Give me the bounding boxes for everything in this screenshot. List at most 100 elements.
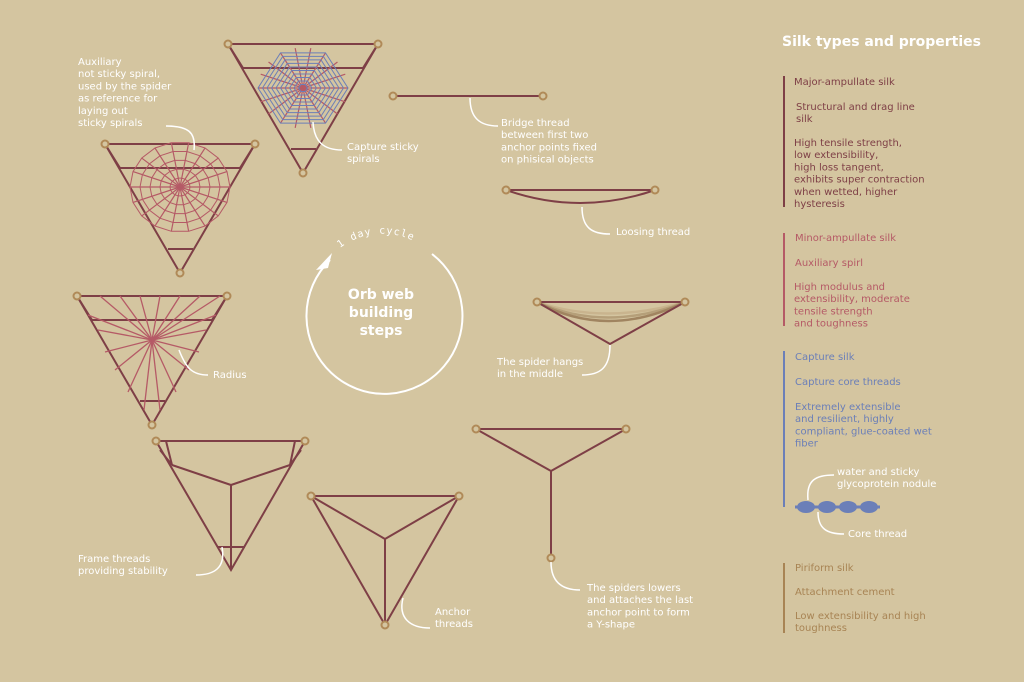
anchor-point [373,39,383,49]
text-line: Core thread [848,529,907,540]
text-line: and toughness [794,319,868,330]
legend-major: Major-ampullate silk Structural and drag… [783,76,925,210]
text-line: between first two [501,130,588,141]
major-props: High tensile strength, low extensibility,… [794,138,925,210]
radius-threads [87,295,221,411]
cycle-arrow-icon [316,253,332,270]
text-line: Attachment cement [795,587,895,598]
label-spider-hangs: The spider hangs in the middle [496,357,583,380]
auxiliary-spiral-threads [129,142,231,232]
text-line: Minor-ampullate silk [795,233,896,244]
text-line: anchor point to form [587,607,690,618]
minor-use: Auxiliary spirl [795,258,863,269]
major-use: Structural and drag line silk [796,102,915,125]
anchor-point [151,436,161,446]
text-line: a Y-shape [587,620,635,631]
label-bridge-thread: Bridge thread between first two anchor poi… [501,118,597,166]
text-line: laying out [78,106,128,117]
step-radius: Radius [72,291,247,430]
legend-capture: Capture silk Capture core threads Extrem… [783,351,936,540]
text-line: used by the spider [78,81,172,92]
text-line: Capture silk [795,352,855,363]
text-line: Bridge thread [501,118,570,129]
text-line: tensile strength [794,306,873,317]
step-bridge-thread: Bridge thread between first two anchor poi… [388,91,597,166]
step-loosing-thread: Loosing thread [501,185,690,238]
label-frame-threads: Frame threads providing stability [78,554,168,577]
label-auxiliary-spiral: Auxiliary not sticky spiral, used by the s… [78,57,172,129]
text-line: when wetted, higher [794,187,898,198]
capture-thread-illustration [795,474,880,535]
text-line: spirals [347,154,380,165]
step-frame-threads: Frame threads providing stability [78,436,310,577]
text-line: hysteresis [794,199,845,210]
text-line: silk [796,114,813,125]
cycle-center: 1 day cycle Orb web building steps [305,226,464,395]
text-line: on phisical objects [501,155,594,166]
text-line: toughness [795,623,847,634]
anchor-point [380,620,390,630]
anchor-point [538,91,548,101]
text-line: Auxiliary [78,57,122,68]
text-line: steps [360,323,403,339]
text-line: in the middle [497,369,563,380]
capture-use: Capture core threads [795,377,901,388]
cycle-arc [305,253,464,395]
anchor-point [471,424,481,434]
core-thread-label: Core thread [848,529,907,540]
capture-props: Extremely extensible and resilient, highl… [795,402,932,450]
anchor-point [72,291,82,301]
major-name: Major-ampullate silk [794,77,895,88]
anchor-point [546,553,556,563]
text-line: Orb web [348,287,414,303]
step-anchor-threads: Anchor threads [306,491,473,630]
text-line: and attaches the last [587,595,693,606]
capture-spiral-threads [257,47,349,129]
anchor-point [501,185,511,195]
legend-title: Silk types and properties [782,34,981,50]
label-y-shape: The spiders lowers and attaches the last a… [586,583,693,631]
anchor-point [306,491,316,501]
text-line: exhibits super contraction [794,175,925,186]
center-title: Orb web building steps [348,287,414,339]
anchor-point [147,420,157,430]
anchor-point [388,91,398,101]
piriform-use: Attachment cement [795,587,895,598]
anchor-point [621,424,631,434]
minor-props: High modulus and extensibility, moderate t… [794,282,910,330]
text-line: The spider hangs [496,357,583,368]
step-capture-spiral: Capture sticky spirals [223,39,419,178]
silk-legend: Silk types and properties Major-ampullat… [782,34,981,634]
anchor-point [300,436,310,446]
text-line: The spiders lowers [586,583,681,594]
text-line: Loosing thread [616,227,690,238]
text-line: threads [435,619,473,630]
step-y-shape: The spiders lowers and attaches the last a… [471,424,693,631]
minor-name: Minor-ampullate silk [795,233,896,244]
anchor-point [298,168,308,178]
text-line: Low extensibility and high [795,611,926,622]
text-line: extensibility, moderate [794,294,910,305]
text-line: anchor points fixed [501,142,597,153]
text-line: Piriform silk [795,563,854,574]
anchor-point [650,185,660,195]
text-line: fiber [795,439,819,450]
text-line: glycoprotein nodule [837,479,936,490]
text-line: Capture sticky [347,142,419,153]
text-line: Frame threads [78,554,150,565]
piriform-name: Piriform silk [795,563,854,574]
text-line: Major-ampullate silk [794,77,895,88]
anchor-point [532,297,542,307]
text-line: water and sticky [837,467,920,478]
text-line: Auxiliary spirl [795,258,863,269]
text-line: not sticky spiral, [78,69,160,80]
text-line: and resilient, highly [795,414,894,425]
piriform-props: Low extensibility and high toughness [795,611,926,634]
text-line: low extensibility, [794,150,878,161]
legend-minor: Minor-ampullate silk Auxiliary spirl Hig… [783,233,910,330]
nodule-label: water and sticky glycoprotein nodule [837,467,936,490]
anchor-point [222,291,232,301]
step-spider-hangs: The spider hangs in the middle [496,297,690,380]
